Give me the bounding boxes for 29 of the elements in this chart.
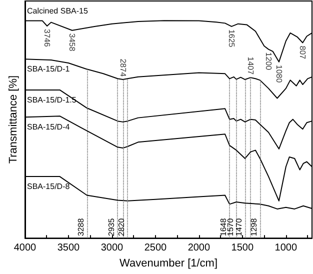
- series-label: SBA-15/D-4: [27, 122, 70, 132]
- annotation: 2874: [118, 58, 128, 78]
- annotation: 1625: [227, 29, 236, 48]
- series-label: SBA-15/D-1: [27, 64, 70, 74]
- annotation: 3458: [68, 33, 77, 52]
- series-label: SBA-15/D-1.5: [27, 95, 77, 104]
- x-tick-label: 3500: [57, 242, 80, 254]
- x-tick-label: 4000: [14, 242, 37, 254]
- ref-line-label: 2820: [117, 218, 126, 236]
- y-axis-title: Transmittance [%]: [8, 75, 20, 164]
- x-tick-label: 1000: [274, 242, 298, 254]
- ref-line-label: 1648: [219, 218, 228, 236]
- annotation: 1080: [274, 64, 284, 84]
- ref-line-label: 1570: [226, 218, 235, 236]
- x-tick-label: 3000: [100, 242, 124, 254]
- ref-line-label: 1470: [234, 218, 244, 236]
- x-tick-label: 2000: [188, 242, 210, 254]
- series-label: Calcined SBA-15: [27, 6, 88, 16]
- series-label: SBA-15/D-8: [27, 182, 70, 192]
- annotation: 1407: [246, 56, 256, 76]
- ref-line-label: 1298: [249, 218, 258, 236]
- annotation: 3746: [42, 29, 52, 48]
- x-axis-title: Wavenumber [1/cm]: [119, 258, 218, 270]
- x-tick-label: 2500: [144, 242, 168, 254]
- annotation: 807: [298, 46, 308, 60]
- ref-line-label: 2935: [107, 218, 116, 236]
- annotation: 1200: [264, 52, 274, 71]
- x-tick-label: 1500: [231, 242, 254, 254]
- ref-line-label: 3288: [76, 218, 86, 236]
